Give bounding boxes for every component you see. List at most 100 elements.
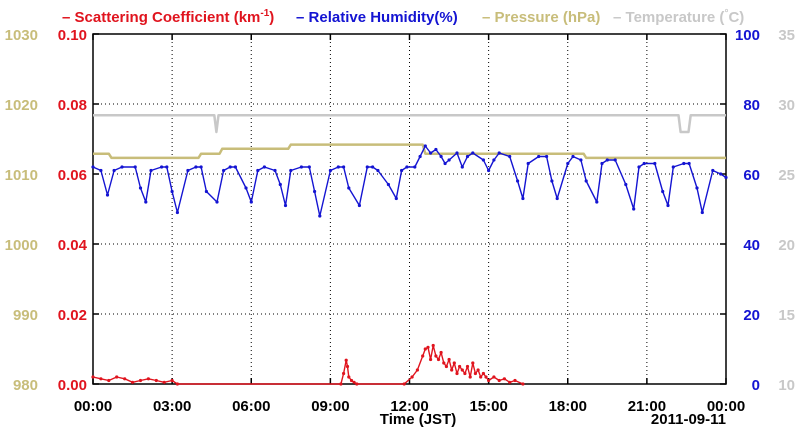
humidity-point	[376, 168, 380, 173]
x-tick-label: 00:00	[74, 398, 112, 415]
humidity-point	[313, 189, 317, 194]
humidity-point	[595, 200, 599, 204]
scattering-point	[415, 368, 419, 372]
scattering-point	[347, 375, 351, 379]
humidity-point	[447, 158, 451, 162]
scattering-point	[513, 378, 517, 383]
scattering-point	[487, 378, 491, 383]
humidity-point	[244, 186, 248, 190]
scattering-point	[175, 382, 179, 386]
humidity-point	[497, 151, 501, 155]
humidity-point	[687, 161, 691, 166]
humidity-point	[632, 207, 636, 211]
x-axis-title: Time (JST)	[380, 411, 456, 428]
scattering-point	[476, 368, 480, 372]
pressure-series-line	[93, 143, 726, 160]
humidity-point	[526, 161, 530, 166]
scattering-point	[455, 371, 459, 376]
humidity-point	[695, 186, 699, 190]
pressure-axis-tick-label: 1020	[5, 97, 38, 114]
humidity-point	[386, 182, 390, 187]
humidity-point	[439, 154, 443, 159]
humidity-point	[613, 158, 617, 162]
scattering-point	[352, 380, 356, 384]
scattering-point	[497, 378, 501, 383]
humidity-point	[700, 210, 704, 215]
scattering-point	[444, 364, 448, 369]
scattering-point	[349, 378, 354, 383]
pressure-axis-tick-label: 980	[13, 377, 38, 394]
x-tick-label: 09:00	[311, 398, 349, 415]
humidity-point	[492, 158, 496, 162]
humidity-point	[487, 168, 491, 173]
humidity-axis-tick-label: 0	[752, 377, 760, 394]
legend: – Scattering Coefficient (km-1) – Relati…	[62, 8, 744, 26]
humidity-point	[460, 165, 464, 169]
humidity-point	[144, 200, 148, 204]
legend-scattering-sup: -1	[260, 8, 269, 19]
humidity-point	[371, 165, 375, 169]
humidity-point	[521, 196, 525, 201]
humidity-point	[99, 168, 103, 173]
humidity-point	[249, 200, 253, 204]
scattering-axis-tick-label: 0.00	[58, 377, 87, 394]
legend-temperature-text: Temperature (	[626, 9, 725, 26]
humidity-series-line	[92, 145, 727, 217]
x-tick-label: 06:00	[232, 398, 270, 415]
humidity-point	[429, 151, 433, 155]
temperature-axis-tick-label: 25	[778, 167, 795, 184]
humidity-point	[471, 151, 475, 155]
humidity-point	[165, 165, 169, 169]
humidity-point	[222, 168, 226, 173]
x-tick-label: 18:00	[549, 398, 587, 415]
humidity-point	[719, 172, 723, 176]
humidity-point	[357, 203, 361, 208]
pressure-axis-tick-label: 990	[13, 307, 38, 324]
humidity-point	[465, 154, 470, 159]
humidity-point	[149, 168, 153, 173]
legend-scattering-text: Scattering Coefficient (km	[75, 9, 261, 26]
legend-scattering: – Scattering Coefficient (km-1)	[62, 8, 274, 26]
humidity-point	[215, 200, 219, 204]
humidity-point	[537, 154, 541, 159]
scattering-point	[146, 377, 150, 381]
humidity-point	[516, 179, 520, 183]
scattering-point	[426, 345, 430, 349]
humidity-point	[347, 186, 351, 190]
humidity-point	[653, 161, 657, 166]
humidity-point	[555, 196, 559, 201]
humidity-point	[418, 154, 422, 159]
humidity-point	[256, 168, 260, 173]
humidity-point	[642, 161, 646, 166]
temperature-axis-tick-label: 30	[778, 97, 795, 114]
legend-humidity: – Relative Humidity(%)	[296, 9, 458, 26]
humidity-point	[455, 151, 459, 155]
scattering-point	[123, 377, 127, 381]
humidity-point	[199, 165, 203, 169]
scattering-axis-tick-label: 0.10	[58, 27, 87, 44]
scattering-series-line	[92, 344, 524, 385]
scattering-point	[345, 364, 350, 369]
scattering-point	[460, 368, 464, 372]
humidity-point	[600, 161, 604, 166]
humidity-axis-tick-label: 60	[743, 167, 760, 184]
scattering-point	[439, 350, 443, 355]
date-label: 2011-09-11	[651, 411, 726, 428]
scattering-axis-tick-label: 0.04	[58, 237, 88, 254]
humidity-point	[289, 168, 293, 173]
humidity-point	[273, 168, 277, 173]
humidity-point	[423, 144, 427, 148]
humidity-point	[661, 189, 665, 194]
humidity-point	[400, 168, 404, 173]
scattering-point	[447, 357, 451, 362]
scattering-point	[458, 364, 462, 369]
humidity-point	[228, 165, 232, 169]
temperature-axis-tick-label: 10	[778, 377, 795, 394]
humidity-point	[120, 165, 124, 169]
scattering-point	[170, 378, 174, 383]
humidity-point	[566, 161, 570, 166]
temperature-series-line	[93, 113, 726, 134]
legend-scattering-close: )	[269, 9, 274, 26]
series-layer	[91, 113, 728, 386]
